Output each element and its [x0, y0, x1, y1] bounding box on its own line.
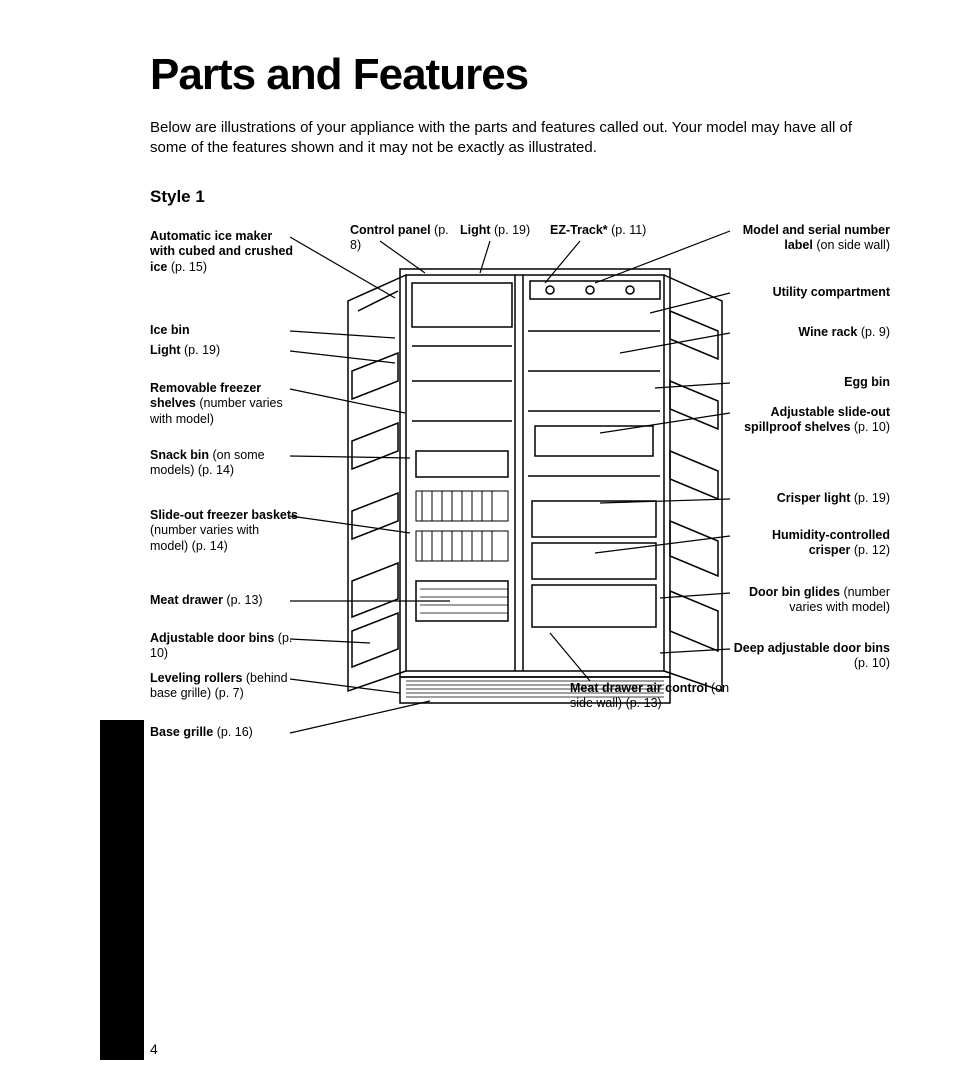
callout-label: Egg bin — [730, 375, 890, 391]
callout-label: Model and serial number label (on side w… — [730, 223, 890, 254]
callout-label: Humidity-controlled crisper (p. 12) — [730, 528, 890, 559]
callout-label: Wine rack (p. 9) — [730, 325, 890, 341]
callout-label: Door bin glides (number varies with mode… — [730, 585, 890, 616]
callout-label: Utility compartment — [730, 285, 890, 301]
manual-page: Parts and Features Below are illustratio… — [150, 50, 904, 783]
black-margin-bar — [100, 720, 144, 1060]
callout-label: Snack bin (on some models) (p. 14) — [150, 448, 300, 479]
style-heading: Style 1 — [150, 187, 904, 207]
callout-label: Meat drawer air control (on side wall) (… — [570, 681, 740, 712]
callout-label: Control panel (p. 8) — [350, 223, 460, 254]
callout-label: Ice bin — [150, 323, 300, 339]
callout-label: Leveling rollers (behind base grille) (p… — [150, 671, 300, 702]
callout-label: Light (p. 19) — [150, 343, 300, 359]
callout-label: Slide-out freezer baskets (number varies… — [150, 508, 300, 555]
refrigerator-diagram: Automatic ice maker with cubed and crush… — [150, 223, 904, 783]
callout-label: Meat drawer (p. 13) — [150, 593, 300, 609]
callout-label: Removable freezer shelves (number varies… — [150, 381, 300, 428]
page-title: Parts and Features — [150, 50, 904, 100]
callout-label: Adjustable door bins (p. 10) — [150, 631, 300, 662]
callout-label: Base grille (p. 16) — [150, 725, 300, 741]
intro-text: Below are illustrations of your applianc… — [150, 118, 870, 159]
callout-label: Deep adjustable door bins (p. 10) — [730, 641, 890, 672]
page-number: 4 — [150, 1041, 158, 1057]
callout-label: Automatic ice maker with cubed and crush… — [150, 229, 300, 276]
callout-label: Adjustable slide-out spillproof shelves … — [730, 405, 890, 436]
callout-label: EZ-Track* (p. 11) — [550, 223, 660, 239]
callout-label: Crisper light (p. 19) — [730, 491, 890, 507]
